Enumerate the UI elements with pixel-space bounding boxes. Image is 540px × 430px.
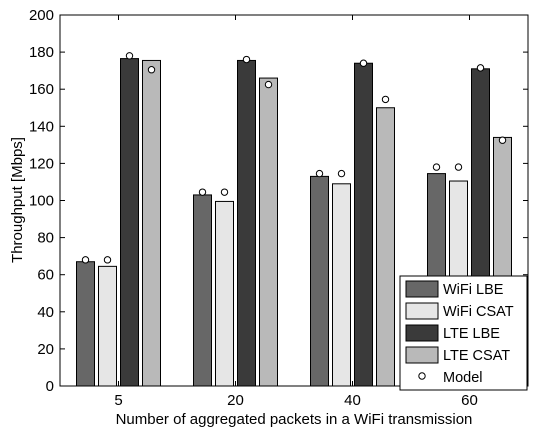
model-marker-60-1 (432, 163, 441, 171)
model-marker-60-3 (476, 64, 485, 72)
x-tick-label: 60 (461, 392, 478, 409)
y-tick-label: 180 (29, 44, 54, 61)
bar-wifi-lbe-5 (76, 261, 95, 387)
model-marker-60-2 (454, 163, 463, 171)
bar-wifi-lbe-40 (310, 175, 329, 387)
y-axis-title: Throughput [Mbps] (9, 137, 26, 263)
x-axis: 5 20 40 60 (114, 15, 478, 409)
model-marker-20-4 (264, 80, 273, 89)
legend-model-marker (418, 372, 426, 380)
x-axis-title: Number of aggregated packets in a WiFi t… (116, 411, 473, 428)
legend-label-model: Model (443, 370, 483, 386)
x-tick-label: 20 (227, 392, 244, 409)
legend-swatch-wifi-lbe (405, 280, 439, 298)
bar-lte-csat-40 (376, 107, 395, 387)
bar-lte-lbe-40 (354, 62, 373, 387)
model-marker-5-4 (147, 66, 156, 74)
y-tick-label: 80 (37, 230, 54, 247)
bar-wifi-csat-20 (215, 200, 234, 387)
bar-lte-lbe-5 (120, 58, 139, 387)
bar-wifi-csat-40 (332, 183, 351, 387)
y-tick-label: 0 (46, 378, 54, 395)
bar-lte-csat-5 (142, 59, 161, 387)
legend-swatch-wifi-csat (405, 302, 439, 320)
model-markers-layer (81, 52, 507, 264)
y-tick-label: 100 (29, 193, 54, 210)
model-marker-60-4 (498, 136, 507, 144)
legend: WiFi LBE WiFi CSAT LTE LBE LTE CSAT Model (399, 275, 528, 391)
y-tick-label: 40 (37, 304, 54, 321)
model-marker-20-3 (242, 55, 251, 64)
legend-label: LTE LBE (443, 326, 500, 342)
model-marker-5-1 (81, 256, 90, 264)
model-marker-5-2 (103, 256, 112, 264)
legend-swatch-lte-csat (405, 346, 439, 364)
y-tick-label: 60 (37, 267, 54, 284)
legend-label: WiFi CSAT (443, 304, 514, 320)
y-tick-label: 120 (29, 155, 54, 172)
bar-wifi-lbe-20 (193, 194, 212, 387)
model-marker-40-3 (359, 59, 368, 67)
model-marker-40-2 (337, 169, 346, 178)
x-tick-label: 40 (344, 392, 361, 409)
bar-lte-lbe-20 (237, 59, 256, 387)
model-marker-20-1 (198, 188, 207, 196)
model-marker-5-3 (125, 52, 134, 60)
model-marker-40-4 (381, 95, 390, 104)
bar-wifi-csat-5 (98, 265, 117, 387)
bar-lte-csat-20 (259, 77, 278, 387)
model-marker-20-2 (220, 188, 229, 196)
y-tick-label: 200 (29, 7, 54, 24)
y-tick-label: 160 (29, 81, 54, 98)
model-marker-40-1 (315, 169, 324, 178)
legend-swatch-lte-lbe (405, 324, 439, 342)
y-axis: 0 20 40 60 80 100 120 140 160 180 200 (29, 7, 528, 395)
legend-label: LTE CSAT (443, 348, 510, 364)
y-tick-label: 20 (37, 341, 54, 358)
x-tick-label: 5 (114, 392, 122, 409)
legend-label: WiFi LBE (443, 282, 504, 298)
y-tick-label: 140 (29, 118, 54, 135)
